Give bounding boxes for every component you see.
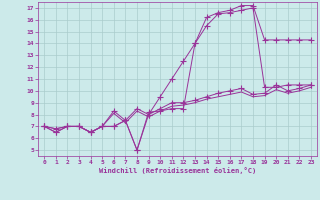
X-axis label: Windchill (Refroidissement éolien,°C): Windchill (Refroidissement éolien,°C) xyxy=(99,167,256,174)
